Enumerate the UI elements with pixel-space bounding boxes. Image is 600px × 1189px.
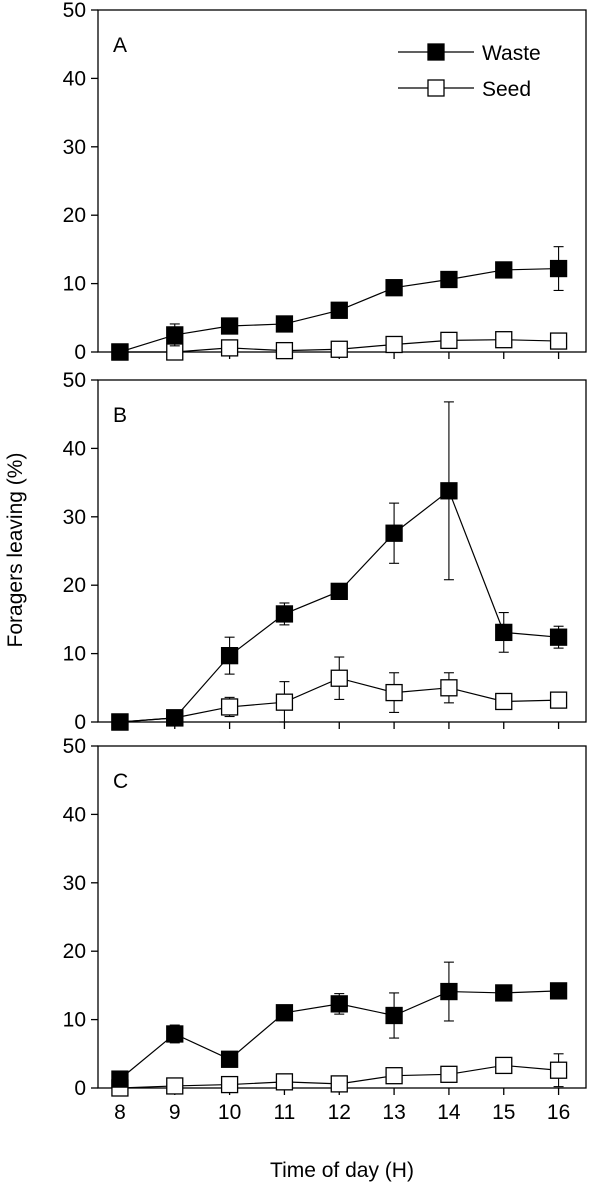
y-axis-title: Foragers leaving (%) bbox=[4, 453, 27, 648]
data-point bbox=[385, 1067, 403, 1085]
data-point bbox=[166, 1077, 184, 1095]
legend-label: Seed bbox=[482, 78, 531, 101]
data-point bbox=[549, 982, 568, 1000]
data-point bbox=[495, 984, 513, 1002]
y-tick-label: 0 bbox=[74, 711, 86, 734]
data-point bbox=[440, 982, 458, 1001]
panel-label: B bbox=[113, 404, 127, 427]
data-point bbox=[330, 340, 348, 358]
data-point bbox=[495, 1056, 513, 1075]
data-point bbox=[166, 326, 184, 344]
x-axis-title: Time of day (H) bbox=[270, 1159, 414, 1182]
panel-c: 0 10 20 30 40 50 8 9 10 11 12 13 14 15 16 C bbox=[63, 735, 587, 1124]
y-tick-label: 10 bbox=[63, 273, 86, 296]
panel-a: 0 10 20 30 40 50 A Waste Seed bbox=[63, 0, 587, 364]
legend: Waste Seed bbox=[398, 42, 541, 101]
data-point bbox=[495, 623, 513, 642]
y-tick-label: 20 bbox=[63, 940, 86, 963]
x-tick-label: 9 bbox=[169, 1101, 181, 1124]
data-point bbox=[111, 713, 129, 731]
data-point bbox=[111, 1070, 129, 1088]
data-point bbox=[275, 315, 294, 333]
data-point bbox=[220, 1050, 239, 1068]
legend-entry-waste: Waste bbox=[398, 42, 541, 65]
y-tick-label: 30 bbox=[63, 506, 86, 529]
y-tick-label: 30 bbox=[63, 136, 86, 159]
x-tick-label: 10 bbox=[218, 1101, 241, 1124]
data-point bbox=[440, 270, 458, 289]
x-tick-label: 12 bbox=[328, 1101, 351, 1124]
data-point bbox=[166, 709, 184, 727]
y-tick-label: 20 bbox=[63, 204, 86, 227]
y-tick-label: 50 bbox=[63, 0, 86, 22]
data-point bbox=[220, 647, 239, 665]
y-tick-label: 10 bbox=[63, 1009, 86, 1032]
series-waste bbox=[111, 961, 568, 1088]
x-tick-label: 15 bbox=[492, 1101, 515, 1124]
panel-label: A bbox=[113, 34, 127, 57]
plot-frame bbox=[97, 379, 587, 723]
data-point bbox=[220, 1075, 239, 1094]
data-point bbox=[549, 628, 568, 646]
y-tick-label: 40 bbox=[63, 803, 86, 826]
data-point bbox=[166, 343, 184, 361]
data-point bbox=[330, 301, 348, 319]
data-point bbox=[549, 1061, 568, 1079]
data-point bbox=[275, 341, 294, 360]
data-point bbox=[495, 331, 513, 349]
data-point bbox=[111, 343, 129, 361]
data-point bbox=[385, 335, 403, 354]
legend-entry-seed: Seed bbox=[398, 78, 531, 101]
data-point bbox=[330, 1075, 348, 1093]
y-tick-label: 40 bbox=[63, 67, 86, 90]
data-point bbox=[440, 482, 458, 500]
data-point bbox=[330, 582, 348, 601]
series-seed bbox=[111, 1053, 568, 1097]
x-tick-label: 16 bbox=[547, 1101, 570, 1124]
data-point bbox=[385, 1006, 403, 1025]
data-point bbox=[385, 524, 403, 542]
data-point bbox=[275, 1073, 294, 1091]
panel-b: 0 10 20 30 40 50 B bbox=[63, 369, 587, 734]
data-point bbox=[549, 332, 568, 350]
legend-marker bbox=[427, 79, 445, 97]
data-point bbox=[330, 995, 348, 1013]
y-tick-label: 0 bbox=[74, 1077, 86, 1100]
y-tick-label: 40 bbox=[63, 437, 86, 460]
data-point bbox=[385, 683, 403, 702]
data-point bbox=[220, 317, 239, 335]
data-point bbox=[495, 261, 513, 279]
y-tick-label: 30 bbox=[63, 872, 86, 895]
series-waste bbox=[111, 246, 568, 361]
data-point bbox=[220, 339, 239, 357]
y-tick-label: 20 bbox=[63, 574, 86, 597]
data-point bbox=[440, 331, 458, 350]
y-tick-label: 50 bbox=[63, 735, 86, 758]
panel-label: C bbox=[113, 770, 128, 793]
data-point bbox=[440, 679, 458, 697]
data-point bbox=[220, 698, 239, 716]
data-point bbox=[166, 1025, 184, 1043]
y-tick-label: 0 bbox=[74, 341, 86, 364]
data-point bbox=[330, 669, 348, 687]
legend-marker bbox=[427, 43, 445, 61]
data-point bbox=[275, 693, 294, 711]
x-tick-label: 8 bbox=[114, 1101, 126, 1124]
data-point bbox=[549, 259, 568, 278]
x-tick-label: 11 bbox=[274, 1101, 296, 1124]
x-tick-label: 14 bbox=[437, 1101, 461, 1124]
data-point bbox=[275, 1004, 294, 1022]
data-point bbox=[495, 692, 513, 711]
legend-label: Waste bbox=[482, 42, 541, 65]
y-tick-label: 10 bbox=[63, 643, 86, 666]
series-waste bbox=[111, 401, 568, 731]
chart-panels: 0 10 20 30 40 50 A Waste Seed 0 10 20 30 40 50 B 0 10 20 30… bbox=[63, 0, 587, 1124]
x-tick-label: 13 bbox=[382, 1101, 405, 1124]
data-point bbox=[440, 1065, 458, 1083]
data-point bbox=[275, 605, 294, 623]
y-tick-label: 50 bbox=[63, 369, 86, 392]
data-point bbox=[549, 691, 568, 709]
data-point bbox=[385, 279, 403, 297]
